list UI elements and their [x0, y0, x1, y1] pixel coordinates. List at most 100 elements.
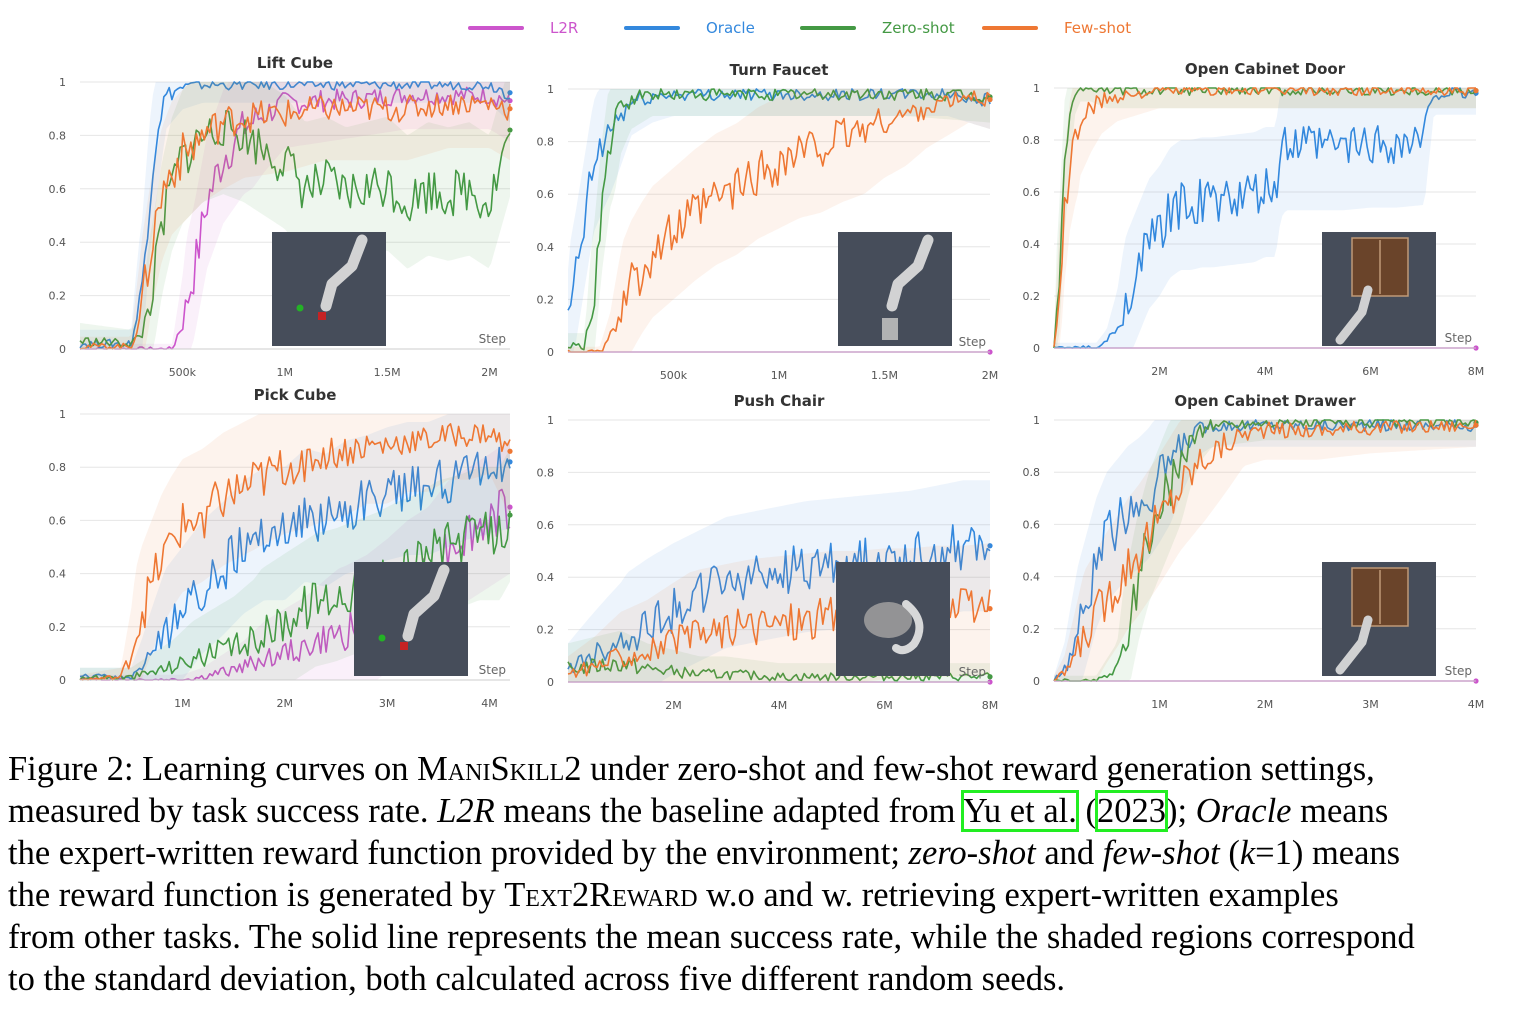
- y-tick-label-open-cabinet-drawer-3: 0.6: [1023, 518, 1041, 531]
- y-tick-label-open-cabinet-drawer-2: 0.4: [1023, 571, 1041, 584]
- citation-link[interactable]: 2023: [1094, 790, 1168, 832]
- series-line-open-cabinet-door-few-shot: [1053, 87, 1476, 347]
- y-tick-label-open-cabinet-door-1: 0.2: [1023, 290, 1041, 303]
- robot-arm-segment: [1335, 615, 1373, 675]
- chart-push-chair: Push Chair 0 0.2 0.4 0.6 0.8 1 2M 4M 6M 8M Step: [537, 392, 999, 712]
- robot-arm-segment: [886, 234, 934, 312]
- legend-label-l2r: L2R: [550, 19, 579, 37]
- y-tick-label-pick-cube-4: 0.8: [49, 461, 67, 474]
- y-tick-label-turn-faucet-1: 0.2: [537, 293, 555, 306]
- legend-swatch-zero-shot: [800, 26, 856, 30]
- caption-text: Text2Reward: [504, 876, 698, 914]
- legend-item-zero-shot: Zero-shot: [800, 18, 955, 38]
- caption-line: the expert-written reward function provi…: [8, 832, 1532, 874]
- y-tick-label-open-cabinet-door-3: 0.6: [1023, 186, 1041, 199]
- x-tick-label-open-cabinet-door-3: 8M: [1468, 365, 1485, 378]
- series-end-dot-lift-cube-oracle: [507, 90, 513, 96]
- robot-arm-illustration-push-chair: [864, 600, 924, 655]
- y-tick-label-lift-cube-3: 0.6: [49, 183, 67, 196]
- std-band-pick-cube-oracle: [80, 414, 510, 680]
- y-tick-label-open-cabinet-door-2: 0.4: [1023, 238, 1041, 251]
- legend-label-few-shot: Few-shot: [1064, 19, 1132, 37]
- series-line-lift-cube-few-shot: [79, 93, 511, 350]
- legend-swatch-l2r: [468, 26, 524, 30]
- y-tick-label-push-chair-1: 0.2: [537, 624, 555, 637]
- std-band-open-cabinet-door-oracle: [1054, 88, 1476, 348]
- series-end-dot-push-chair-few-shot: [987, 606, 993, 612]
- series-end-dot-lift-cube-zero-shot: [507, 127, 513, 133]
- series-line-pick-cube-few-shot: [79, 422, 511, 681]
- robot-arm-illustration-open-cabinet-door: [1335, 237, 1409, 345]
- y-tick-label-push-chair-5: 1: [547, 414, 554, 427]
- chart-title-pick-cube: Pick Cube: [254, 386, 337, 404]
- x-tick-label-pick-cube-1: 2M: [277, 697, 294, 710]
- y-tick-label-open-cabinet-door-5: 1: [1033, 82, 1040, 95]
- caption-text: L2R: [437, 792, 495, 830]
- caption-text: Oracle: [1195, 792, 1292, 830]
- panel-lift-cube: Lift Cube 0 0.2 0.4 0.6 0.8 1 500k 1M 1.5M 2M Step: [0, 52, 520, 387]
- y-tick-label-lift-cube-0: 0: [59, 343, 66, 356]
- std-band-pick-cube-few-shot: [80, 414, 510, 680]
- caption-line: measured by task success rate. L2R means…: [8, 790, 1532, 832]
- series-line-turn-faucet-zero-shot: [567, 88, 991, 351]
- caption-line: from other tasks. The solid line represe…: [8, 916, 1532, 958]
- std-band-open-cabinet-drawer-zero-shot: [1054, 420, 1476, 681]
- caption-line: the reward function is generated by Text…: [8, 874, 1532, 916]
- figure-caption: Figure 2: Learning curves on ManiSkill2 …: [8, 748, 1532, 1000]
- robot-arm-segment: [320, 234, 368, 312]
- citation-link[interactable]: Yu et al.: [960, 790, 1079, 832]
- chart-title-open-cabinet-drawer: Open Cabinet Drawer: [1174, 392, 1356, 410]
- x-tick-label-push-chair-3: 8M: [982, 699, 999, 712]
- x-tick-label-open-cabinet-door-1: 4M: [1257, 365, 1274, 378]
- y-tick-label-pick-cube-2: 0.4: [49, 568, 67, 581]
- y-tick-label-pick-cube-1: 0.2: [49, 621, 67, 634]
- series-end-dot-turn-faucet-few-shot: [987, 96, 993, 103]
- std-band-turn-faucet-zero-shot: [568, 89, 990, 352]
- y-tick-label-push-chair-0: 0: [547, 676, 554, 689]
- std-band-open-cabinet-drawer-few-shot: [1054, 420, 1476, 681]
- caption-text: (: [1076, 792, 1097, 830]
- series-end-dot-pick-cube-oracle: [507, 459, 513, 465]
- robot-arm-illustration-lift-cube: [296, 234, 368, 320]
- legend-item-oracle: Oracle: [624, 18, 755, 38]
- chart-turn-faucet: Turn Faucet 0 0.2 0.4 0.6 0.8 1 500k 1M 1.5M 2M Ste…: [537, 61, 999, 382]
- chart-title-turn-faucet: Turn Faucet: [730, 61, 829, 79]
- x-tick-label-lift-cube-3: 2M: [481, 366, 498, 379]
- legend-label-zero-shot: Zero-shot: [882, 19, 955, 37]
- caption-text: the reward function is generated by: [8, 876, 505, 914]
- x-tick-label-push-chair-0: 2M: [665, 699, 682, 712]
- y-tick-label-turn-faucet-3: 0.6: [537, 188, 555, 201]
- caption-text: zero-shot: [908, 834, 1036, 872]
- chart-title-open-cabinet-door: Open Cabinet Door: [1185, 60, 1346, 78]
- y-tick-label-open-cabinet-drawer-0: 0: [1033, 675, 1040, 688]
- series-end-dot-pick-cube-zero-shot: [507, 512, 513, 518]
- chart-lift-cube: Lift Cube 0 0.2 0.4 0.6 0.8 1 500k 1M 1.5M 2M Step: [49, 54, 513, 379]
- caption-text: k: [1239, 834, 1256, 872]
- series-line-open-cabinet-drawer-zero-shot: [1053, 419, 1477, 682]
- std-band-lift-cube-few-shot: [80, 82, 510, 349]
- robot-arm-segment: [402, 564, 450, 642]
- x-tick-label-pick-cube-3: 4M: [481, 697, 498, 710]
- std-band-open-cabinet-door-few-shot: [1054, 88, 1476, 348]
- x-tick-label-lift-cube-0: 500k: [169, 366, 197, 379]
- y-tick-label-lift-cube-5: 1: [59, 76, 66, 89]
- series-end-dot-open-cabinet-drawer-few-shot: [1473, 422, 1479, 428]
- caption-text: Figure 2: Learning curves on: [8, 750, 418, 788]
- chart-title-lift-cube: Lift Cube: [257, 54, 333, 72]
- caption-line: to the standard deviation, both calculat…: [8, 958, 1532, 1000]
- x-tick-label-open-cabinet-drawer-1: 2M: [1257, 698, 1274, 711]
- y-tick-label-push-chair-4: 0.8: [537, 466, 555, 479]
- caption-text: under zero-shot and few-shot reward gene…: [581, 750, 1375, 788]
- caption-text: few-shot: [1102, 834, 1220, 872]
- y-tick-label-open-cabinet-drawer-5: 1: [1033, 414, 1040, 427]
- series-end-dot-push-chair-oracle: [987, 543, 993, 549]
- caption-text: the expert-written reward function provi…: [8, 834, 909, 872]
- y-tick-label-push-chair-3: 0.6: [537, 519, 555, 532]
- x-tick-label-open-cabinet-door-0: 2M: [1151, 365, 1168, 378]
- series-end-dot-pick-cube-l2r: [507, 504, 513, 510]
- y-tick-label-pick-cube-5: 1: [59, 408, 66, 421]
- std-band-turn-faucet-few-shot: [568, 89, 990, 352]
- x-tick-label-push-chair-1: 4M: [771, 699, 788, 712]
- series-end-dot-push-chair-zero-shot: [987, 674, 993, 680]
- series-line-pick-cube-zero-shot: [79, 510, 511, 681]
